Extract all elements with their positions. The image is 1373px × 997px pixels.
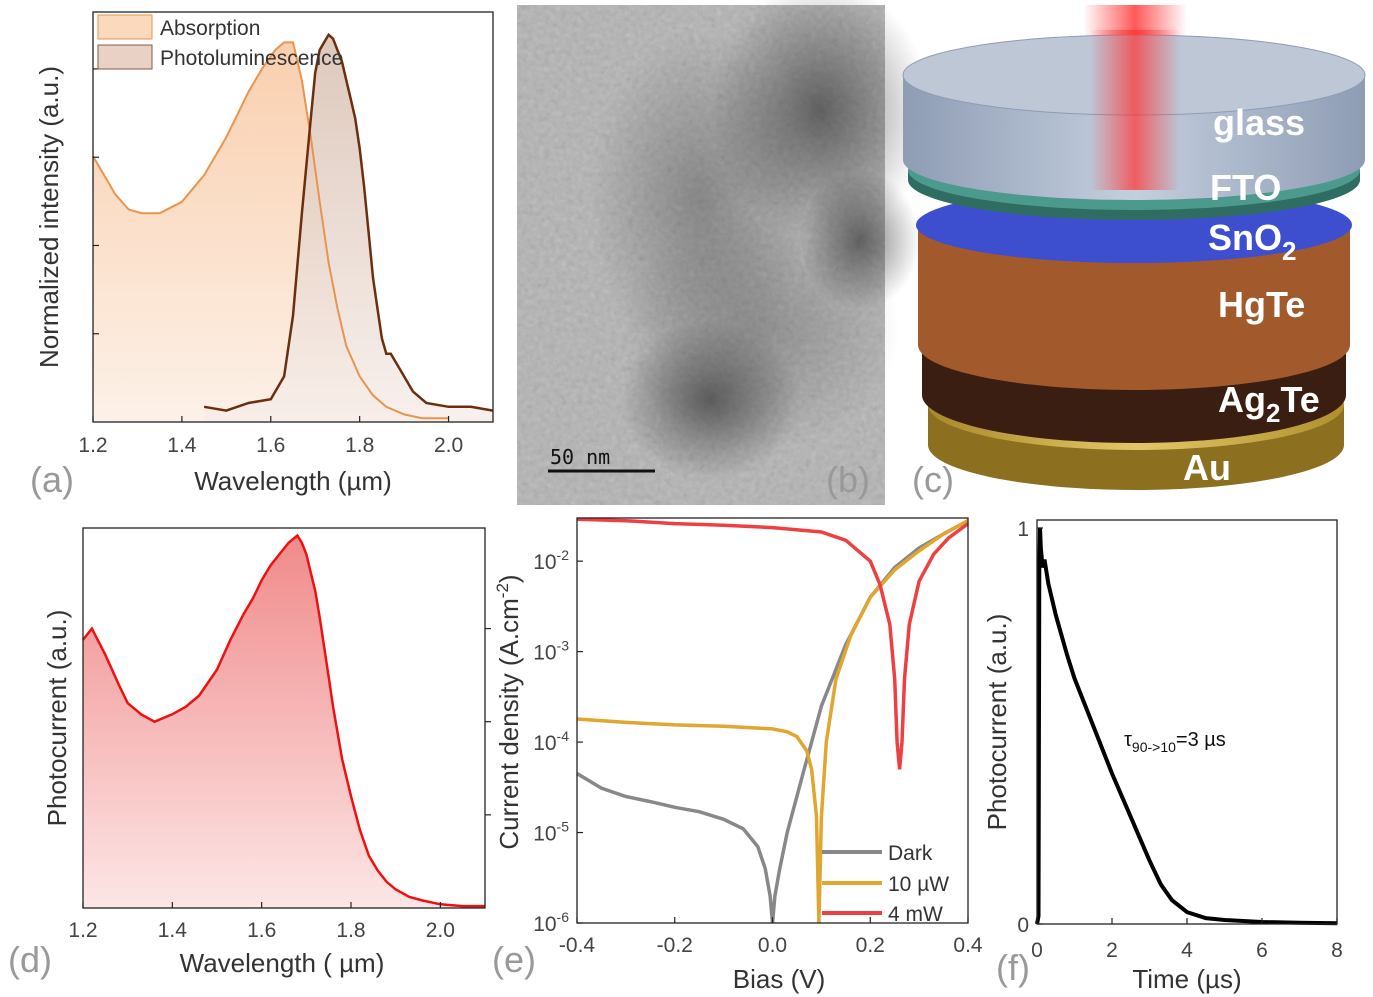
y-tick-label: 10-4 — [533, 728, 569, 755]
panel-b-tem-image: 50 nm (b) — [517, 0, 930, 505]
layer-label-ag2te: Ag2Te — [1218, 379, 1320, 428]
panel-e-ylabel: Current density (A.cm-2) — [493, 574, 524, 849]
layer-label-fto: FTO — [1210, 167, 1281, 208]
y-tick-exp: -3 — [557, 638, 570, 654]
panel-a-label: (a) — [30, 459, 74, 500]
x-tick-label: -0.4 — [559, 934, 596, 957]
panel-a-frame — [92, 11, 494, 423]
x-tick-label: 0 — [1031, 939, 1043, 962]
photoluminescence-area — [204, 34, 493, 423]
legend-swatch-photoluminescence — [97, 44, 153, 70]
y-tick-base: 10 — [533, 551, 556, 574]
hgte-layer — [918, 225, 1350, 390]
y-tick-label: 10-5 — [533, 819, 569, 846]
x-tick-label: 1.2 — [68, 919, 97, 942]
x-tick-label: 1.8 — [345, 434, 374, 457]
panel-d-ylabel: Photocurrent (a.u.) — [42, 610, 72, 827]
legend-label-absorption: Absorption — [160, 17, 260, 40]
x-tick-label: 2.0 — [426, 919, 455, 942]
x-tick-label: 1.4 — [167, 434, 197, 457]
panel-e-xlabel: Bias (V) — [733, 964, 825, 994]
y-tick-label: 10-6 — [533, 909, 569, 936]
x-tick-label: 1.8 — [336, 919, 365, 942]
panel-f-xticks: 0 2 4 6 8 — [1031, 918, 1343, 962]
laser-beam-inner — [1090, 30, 1180, 190]
panel-f-ylabel: Photocurrent (a.u.) — [982, 614, 1012, 831]
panel-f-yticks: 01 — [1017, 518, 1043, 937]
panel-a: 1.2 1.4 1.6 1.8 2.0 Wavelength (µm) Normaliz… — [30, 11, 494, 500]
x-tick-label: 4 — [1181, 939, 1193, 962]
x-tick-label: 1.4 — [158, 919, 188, 942]
panel-a-legend: Absorption Photoluminescence — [97, 14, 343, 70]
panel-e-xticks: -0.4 -0.2 0.0 0.2 0.4 — [559, 917, 983, 957]
panel-e-yticks: 10-610-510-410-310-2 — [533, 547, 583, 936]
y-tick-label: 0 — [1017, 914, 1029, 937]
4mw-curve — [576, 517, 970, 770]
panel-a-ylabel: Normalized intensity (a.u.) — [34, 66, 64, 368]
10uw-curve — [576, 519, 969, 924]
y-tick-label: 10-3 — [533, 638, 569, 665]
panel-d-frame — [82, 527, 486, 909]
legend-swatch-absorption — [97, 14, 153, 40]
panel-d-xticks: 1.2 1.4 1.6 1.8 2.0 — [68, 627, 491, 942]
panel-a-xticks: 1.2 1.4 1.6 1.8 2.0 — [78, 68, 463, 457]
panel-f-plot — [1035, 527, 1338, 926]
panel-e: -0.4 -0.2 0.0 0.2 0.4 10-610-510-410-310-2 B… — [492, 517, 983, 994]
y-tick-label: 1 — [1017, 518, 1029, 541]
y-tick-exp: -4 — [557, 728, 570, 744]
x-tick-label: 8 — [1331, 939, 1343, 962]
layer-label-au: Au — [1183, 447, 1231, 488]
panel-c-label: (c) — [912, 459, 954, 500]
y-tick-exp: -2 — [557, 547, 570, 563]
panel-e-legend: Dark 10 µW 4 mW — [822, 842, 949, 926]
x-tick-label: 1.2 — [78, 434, 107, 457]
panel-d: 1.2 1.4 1.6 1.8 2.0 Wavelength ( µm) Photocu… — [8, 527, 491, 980]
x-tick-label: 6 — [1256, 939, 1268, 962]
y-tick-exp: -6 — [557, 909, 570, 925]
absorption-line — [92, 41, 449, 420]
transient-curve — [1035, 527, 1338, 926]
panel-f-xlabel: Time (µs) — [1132, 964, 1241, 994]
tau-annotation: τ90->10=3 µs — [1124, 729, 1226, 755]
legend-label-photoluminescence: Photoluminescence — [160, 47, 343, 70]
tem-scalebar-label: 50 nm — [550, 445, 610, 469]
photocurrent-line — [82, 533, 485, 908]
legend-label-dark: Dark — [888, 842, 933, 865]
x-tick-label: 0.4 — [953, 934, 983, 957]
x-tick-label: -0.2 — [657, 934, 693, 957]
panel-a-xlabel: Wavelength (µm) — [194, 466, 392, 496]
y-tick-base: 10 — [533, 823, 556, 846]
layer-label-glass: glass — [1213, 102, 1305, 143]
y-tick-base: 10 — [533, 913, 556, 936]
panel-f-label: (f) — [996, 947, 1030, 988]
x-tick-label: 2 — [1106, 939, 1118, 962]
panel-f-frame — [1036, 519, 1338, 925]
tem-cluster-5 — [620, 210, 900, 450]
panel-e-label: (e) — [492, 939, 536, 980]
panel-a-plot — [92, 32, 494, 423]
layer-label-sno2: SnO2 — [1208, 217, 1296, 266]
absorption-area — [93, 42, 449, 423]
panel-c-device-schematic: glass FTO SnO2 HgTe Ag2Te Au (c) — [902, 5, 1366, 500]
x-tick-label: 0.2 — [856, 934, 885, 957]
photocurrent-area — [83, 535, 485, 908]
y-tick-base: 10 — [533, 642, 556, 665]
y-tick-exp: -5 — [557, 819, 570, 835]
y-tick-base: 10 — [533, 732, 556, 755]
panel-d-label: (d) — [8, 939, 52, 980]
x-tick-label: 1.6 — [247, 919, 276, 942]
x-tick-label: 1.6 — [256, 434, 285, 457]
x-tick-label: 0.0 — [758, 934, 787, 957]
panel-b-label: (b) — [826, 459, 870, 500]
y-tick-label: 10-2 — [533, 547, 569, 574]
panel-d-plot — [82, 533, 485, 908]
panel-d-xlabel: Wavelength ( µm) — [180, 948, 385, 978]
legend-label-10uw: 10 µW — [888, 873, 949, 896]
layer-label-hgte: HgTe — [1218, 284, 1305, 325]
x-tick-label: 2.0 — [434, 434, 463, 457]
photoluminescence-line — [203, 32, 494, 412]
legend-label-4mw: 4 mW — [888, 903, 943, 926]
